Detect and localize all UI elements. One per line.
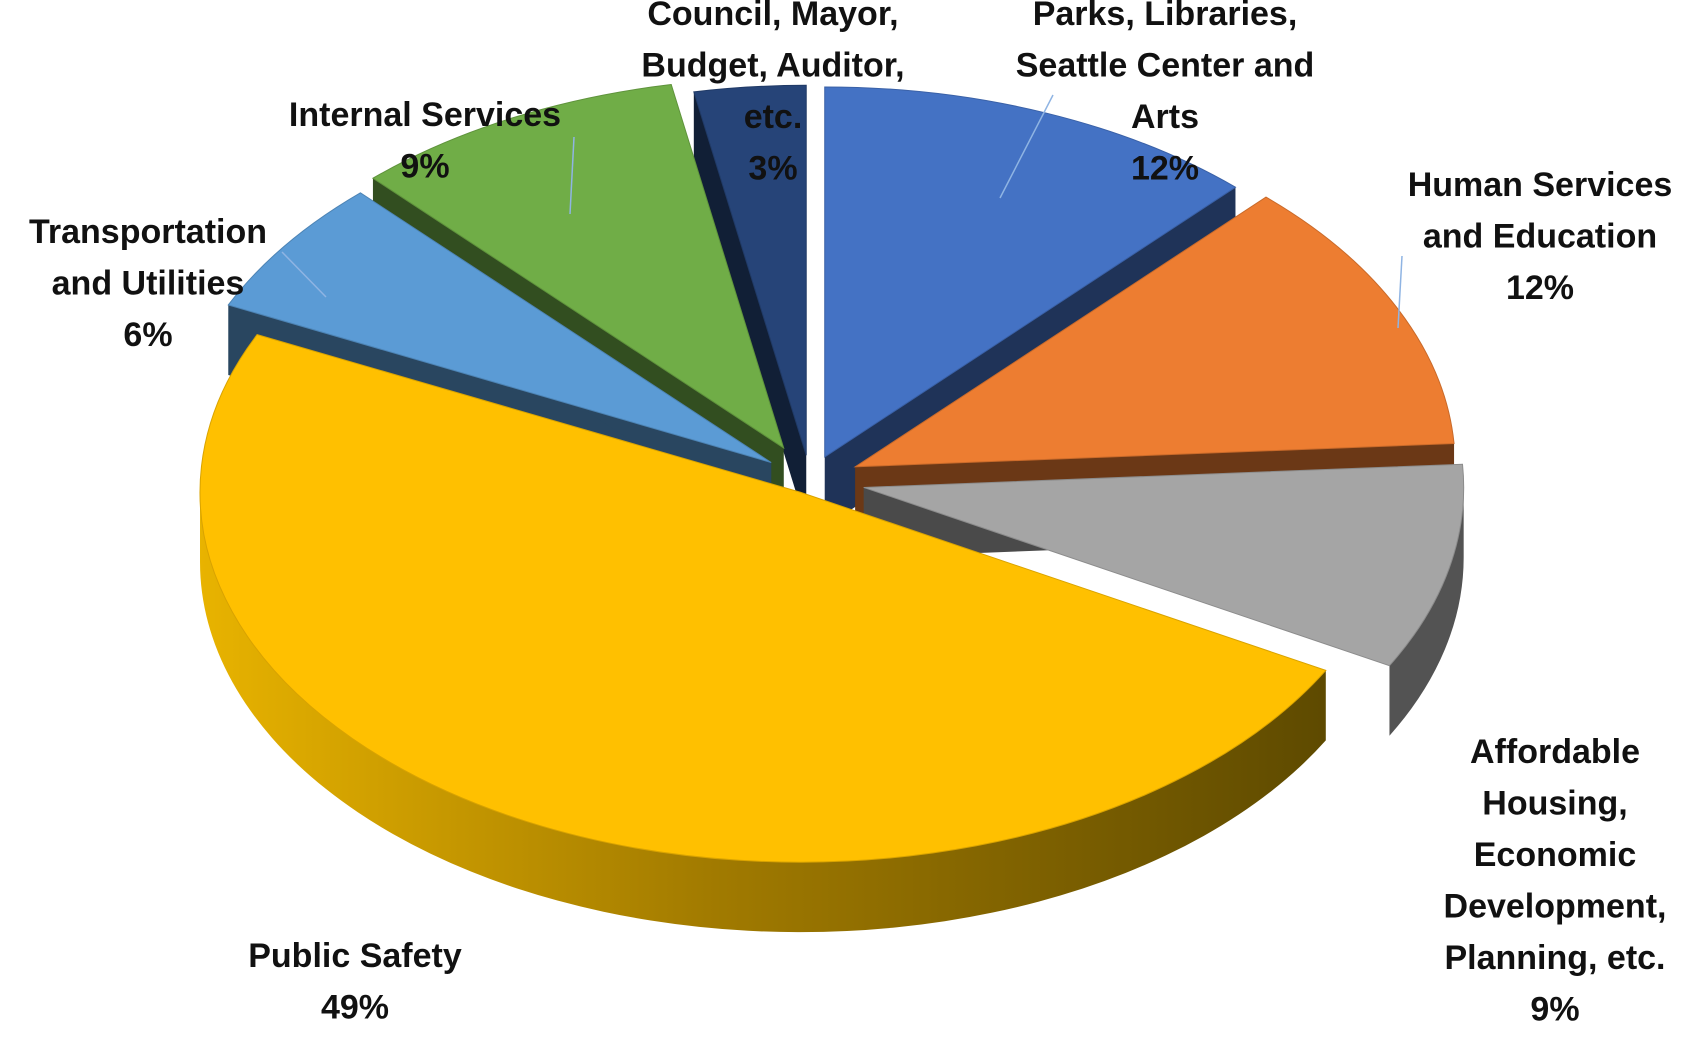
- slice-top-2: [863, 463, 1465, 667]
- leader-line-5: [569, 136, 575, 215]
- slice-top-6: [693, 84, 807, 456]
- slice-top-4: [227, 192, 772, 463]
- slice-label-6: Council, Mayor, Budget, Auditor, etc. 3%: [641, 0, 904, 188]
- slice-2: [863, 463, 1465, 736]
- slice-percent: 12%: [1506, 269, 1574, 307]
- slice-label-4: Transportation and Utilities 6%: [29, 213, 267, 354]
- slice-label-line: Housing,: [1482, 785, 1627, 823]
- slice-3: [199, 334, 1327, 933]
- leader-line-1: [1397, 255, 1403, 329]
- slice-label-line: and Education: [1423, 218, 1657, 256]
- slice-label-line: Affordable: [1470, 733, 1640, 771]
- slice-side-2: [1389, 487, 1464, 736]
- slice-top-3: [199, 334, 1327, 863]
- slice-percent: 6%: [123, 316, 172, 354]
- slice-label-5: Internal Services 9%: [289, 96, 561, 186]
- slice-percent: 9%: [1530, 991, 1579, 1029]
- slice-top-1: [853, 196, 1455, 468]
- leader-lines: [281, 94, 1403, 329]
- pie-slices: [199, 83, 1465, 933]
- slice-percent: 12%: [1131, 150, 1199, 188]
- leader-line-0: [999, 94, 1054, 199]
- slice-label-line: Human Services: [1408, 166, 1673, 204]
- slice-label-line: Seattle Center and: [1016, 47, 1315, 85]
- leader-line-4: [281, 251, 327, 298]
- slice-label-line: Public Safety: [248, 937, 462, 975]
- slice-top-0: [824, 86, 1237, 458]
- slice-percent: 3%: [748, 150, 797, 188]
- slice-label-0: Parks, Libraries, Seattle Center and Arts 1…: [1016, 0, 1315, 188]
- slice-label-2: Affordable Housing, Economic Development, Pl…: [1444, 733, 1667, 1029]
- slice-label-1: Human Services and Education 12%: [1408, 166, 1673, 307]
- slice-label-line: Development,: [1444, 888, 1667, 926]
- slice-top-5: [371, 83, 785, 450]
- slice-label-line: and Utilities: [52, 265, 245, 303]
- slice-label-line: Internal Services: [289, 96, 561, 134]
- slice-label-line: Transportation: [29, 213, 267, 251]
- slice-face-6: [693, 91, 807, 526]
- slice-label-line: etc.: [744, 98, 803, 136]
- slice-labels: Parks, Libraries, Seattle Center and Arts 1…: [29, 0, 1672, 1029]
- slice-percent: 49%: [321, 989, 389, 1027]
- slice-label-line: Parks, Libraries,: [1033, 0, 1298, 33]
- slice-6: [693, 84, 807, 526]
- slice-label-line: Economic: [1474, 836, 1636, 874]
- slice-label-3: Public Safety 49%: [248, 937, 462, 1027]
- slice-percent: 9%: [400, 148, 449, 186]
- slice-label-line: Arts: [1131, 98, 1199, 136]
- slice-label-line: Budget, Auditor,: [641, 47, 904, 85]
- slice-label-line: Planning, etc.: [1444, 939, 1665, 977]
- slice-side-3: [200, 492, 1326, 933]
- slice-label-line: Council, Mayor,: [647, 0, 898, 33]
